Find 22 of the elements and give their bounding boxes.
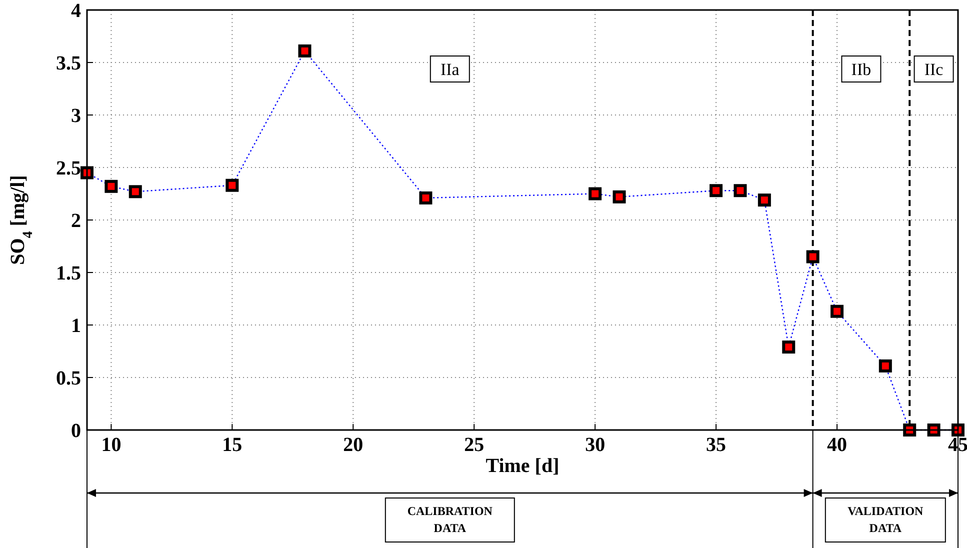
y-tick-label: 1 <box>71 315 81 337</box>
x-tick-label: 40 <box>827 434 848 456</box>
x-axis-title: Time [d] <box>486 455 560 477</box>
y-tick-label: 0.5 <box>56 368 81 390</box>
x-tick-label: 10 <box>101 434 122 456</box>
y-tick-label: 4 <box>71 0 81 22</box>
y-tick-label: 2.5 <box>56 158 81 180</box>
y-tick-label: 0 <box>71 420 81 442</box>
y-tick-label: 2 <box>71 210 81 232</box>
annotation: IIa <box>440 60 460 79</box>
y-tick-label: 3.5 <box>56 52 81 74</box>
annotation: IIb <box>851 60 872 79</box>
x-tick-label: 25 <box>464 434 484 456</box>
text: CALIBRATION DATA <box>407 504 493 535</box>
x-tick-label: 15 <box>222 434 242 456</box>
x-tick-label: 20 <box>343 434 364 456</box>
y-tick-label: 1.5 <box>56 262 81 284</box>
x-tick-label: 30 <box>585 434 606 456</box>
annotation: IIc <box>924 60 944 79</box>
text: VALIDATION DATA <box>848 504 924 535</box>
x-tick-label: 35 <box>706 434 726 456</box>
y-tick-label: 3 <box>71 105 81 127</box>
